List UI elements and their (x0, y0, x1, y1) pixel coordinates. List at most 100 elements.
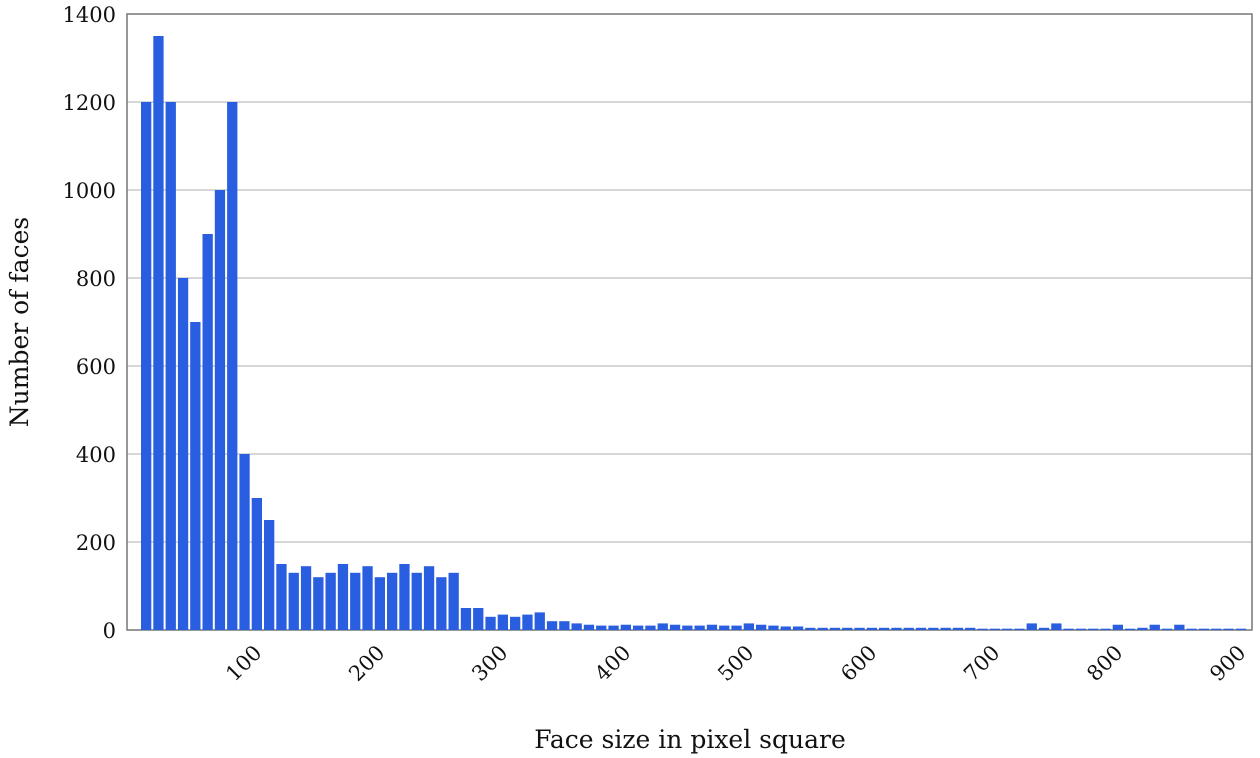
bar (1161, 628, 1173, 630)
bar (620, 624, 631, 630)
bar (657, 623, 668, 630)
y-tick-label: 800 (76, 267, 116, 291)
bar (227, 102, 238, 630)
y-axis-ticks: 0 200 400 600 800 1000 1200 1400 (63, 3, 116, 643)
bar (915, 627, 927, 630)
bar (337, 564, 349, 630)
bar (596, 625, 607, 630)
bar (706, 624, 718, 630)
bar (1026, 623, 1037, 630)
x-tick-label: 900 (1205, 641, 1250, 686)
bar (214, 190, 226, 630)
bar (829, 627, 841, 630)
bar (1198, 628, 1210, 630)
bar (239, 454, 250, 630)
x-tick-label: 800 (1082, 641, 1127, 686)
bar (977, 628, 988, 630)
bar (546, 621, 558, 630)
bar (1186, 628, 1197, 630)
bars (141, 36, 1246, 630)
bar (202, 234, 213, 630)
bar (879, 627, 890, 630)
bar (300, 566, 312, 630)
bar (756, 624, 767, 630)
bar (780, 626, 791, 630)
bar (633, 625, 644, 630)
bar (842, 627, 853, 630)
bar (817, 627, 828, 630)
bar (510, 616, 521, 630)
bar (965, 627, 976, 630)
bar (1075, 628, 1087, 630)
y-tick-label: 400 (76, 443, 116, 467)
bar (485, 616, 496, 630)
bar (792, 626, 804, 630)
bar (768, 625, 779, 630)
bar (1088, 628, 1099, 630)
bar (313, 577, 324, 630)
bar (1223, 628, 1234, 630)
plot-area-border (126, 13, 1253, 631)
bar (743, 623, 754, 630)
bar (153, 36, 164, 630)
bar (645, 625, 656, 630)
bar (1235, 628, 1246, 630)
bar (1014, 628, 1025, 630)
bar (497, 614, 508, 630)
bar (165, 102, 176, 630)
bar (571, 623, 582, 630)
x-tick-label: 300 (467, 641, 512, 686)
bar (264, 520, 275, 630)
bar (1112, 624, 1123, 630)
x-tick-label: 700 (959, 641, 1004, 686)
bar (1174, 624, 1185, 630)
y-axis-title: Number of faces (5, 217, 34, 427)
bar (1125, 628, 1136, 630)
bar (190, 322, 201, 630)
bar (411, 572, 422, 630)
bar (177, 278, 189, 630)
x-tick-label: 100 (221, 641, 266, 686)
x-tick-label: 400 (590, 641, 635, 686)
bar (694, 625, 705, 630)
bar (682, 625, 693, 630)
bar (448, 572, 459, 630)
bar (805, 627, 816, 630)
bar (534, 612, 545, 630)
x-axis-ticks: 100 200 300 400 500 600 700 800 900 (221, 641, 1250, 686)
bar (460, 608, 472, 630)
bar (952, 627, 964, 630)
bar (288, 572, 299, 630)
bar (559, 621, 570, 630)
bar (325, 572, 336, 630)
bar (1063, 628, 1074, 630)
y-tick-label: 0 (103, 619, 116, 643)
x-tick-label: 500 (713, 641, 758, 686)
bar (928, 627, 939, 630)
bar (522, 614, 533, 630)
x-tick-label: 200 (344, 641, 389, 686)
y-tick-label: 600 (76, 355, 116, 379)
bar (276, 564, 287, 630)
bar (719, 625, 730, 630)
y-tick-label: 1000 (63, 179, 116, 203)
bar (350, 572, 361, 630)
y-tick-label: 200 (76, 531, 116, 555)
y-tick-label: 1200 (63, 91, 116, 115)
bar (374, 577, 385, 630)
x-axis-title: Face size in pixel square (534, 725, 846, 754)
bar (940, 627, 951, 630)
bar (854, 627, 865, 630)
bar (362, 566, 373, 630)
bar (669, 624, 681, 630)
bar (436, 577, 447, 630)
bar (473, 608, 484, 630)
gridlines (127, 101, 1252, 543)
bar (891, 627, 902, 630)
bar (1051, 623, 1062, 630)
bar (1100, 628, 1111, 630)
bar (989, 628, 1000, 630)
x-tick-label: 600 (836, 641, 881, 686)
bar (387, 572, 398, 630)
